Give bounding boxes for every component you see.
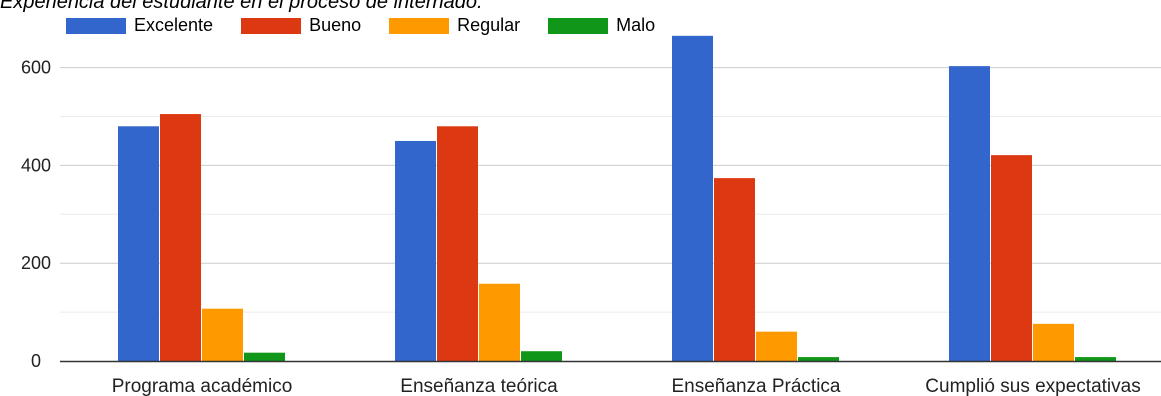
legend-item-regular: Regular bbox=[389, 15, 520, 36]
bar-bueno-3 bbox=[714, 178, 755, 361]
legend-label-malo: Malo bbox=[616, 15, 656, 35]
bar-bueno-4 bbox=[991, 155, 1032, 361]
x-tick-label: Enseñanza Práctica bbox=[672, 376, 841, 396]
chart-title: Experiencia del estudiante en el proceso… bbox=[0, 0, 483, 13]
legend-item-malo: Malo bbox=[548, 15, 655, 36]
y-tick-label: 400 bbox=[21, 155, 51, 175]
legend-swatch-bueno bbox=[241, 17, 302, 34]
bar-excelente-2 bbox=[395, 140, 436, 361]
bar-malo-4 bbox=[1075, 357, 1116, 361]
legend-label-excelente: Excelente bbox=[134, 15, 214, 35]
bar-malo-2 bbox=[521, 351, 562, 361]
legend-swatch-excelente bbox=[66, 17, 126, 34]
x-tick-label: Cumplió sus expectativas bbox=[925, 376, 1140, 396]
legend-label-bueno: Bueno bbox=[309, 15, 362, 35]
bar-excelente-3 bbox=[672, 35, 713, 361]
y-tick-label: 0 bbox=[31, 351, 41, 371]
bar-excelente-1 bbox=[118, 126, 159, 361]
legend-item-bueno: Bueno bbox=[241, 15, 361, 36]
bar-bueno-2 bbox=[437, 126, 478, 361]
bar-excelente-4 bbox=[949, 66, 990, 362]
legend-label-regular: Regular bbox=[457, 15, 521, 35]
bar-regular-2 bbox=[479, 283, 520, 361]
bar-malo-1 bbox=[244, 352, 285, 361]
bar-regular-1 bbox=[202, 308, 243, 361]
bar-malo-3 bbox=[798, 357, 839, 361]
bar-bueno-1 bbox=[160, 114, 201, 362]
legend-swatch-regular bbox=[389, 17, 450, 34]
bar-regular-4 bbox=[1033, 323, 1074, 361]
y-tick-label: 200 bbox=[21, 253, 51, 273]
x-tick-label: Enseñanza teórica bbox=[400, 376, 558, 396]
bar-regular-3 bbox=[756, 331, 797, 361]
x-tick-label: Programa académico bbox=[112, 376, 293, 396]
legend-swatch-malo bbox=[548, 17, 609, 34]
legend-item-excelente: Excelente bbox=[66, 15, 213, 36]
y-tick-label: 600 bbox=[21, 58, 51, 78]
chart-legend: Excelente Bueno Regular Malo bbox=[66, 15, 683, 36]
